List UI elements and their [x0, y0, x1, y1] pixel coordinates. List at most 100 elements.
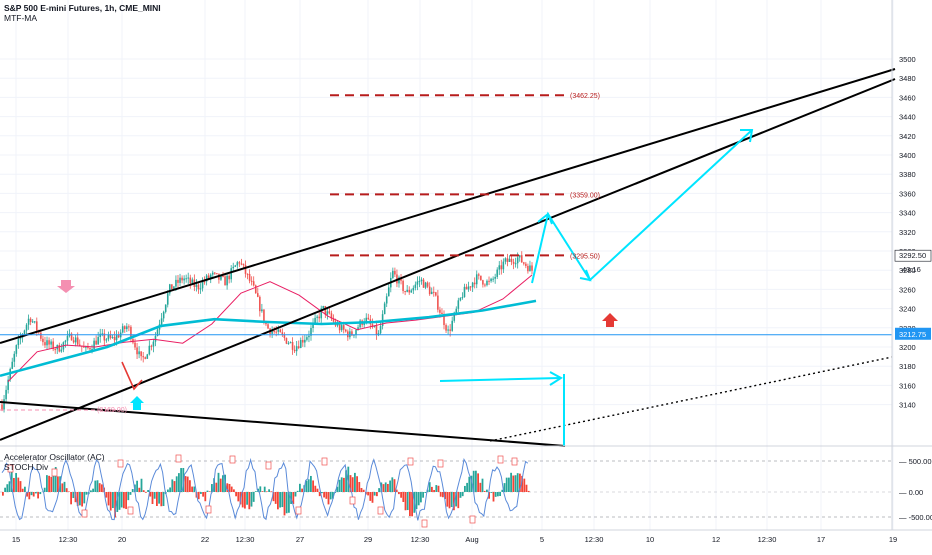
ac-bar: [284, 492, 286, 515]
target-level-label-3: (3295.50): [570, 253, 600, 260]
ac-bar: [2, 492, 4, 496]
ac-bar: [48, 476, 50, 492]
ac-bar: [97, 480, 99, 492]
price-tick-9: 3320: [899, 228, 916, 237]
ac-bar: [35, 492, 37, 493]
ac-bar: [86, 492, 88, 495]
candle-body: [531, 265, 533, 270]
ac-bar: [330, 492, 332, 499]
candle-body: [67, 336, 69, 341]
ac-bar: [33, 492, 35, 497]
ac-bar: [490, 492, 492, 493]
ac-bar: [204, 492, 206, 501]
ac-bar: [523, 479, 525, 492]
target-level-label-1: (3462.25): [570, 93, 600, 100]
time-tick-9: 5: [540, 535, 544, 544]
candle-body: [36, 321, 38, 330]
ac-bar: [466, 483, 468, 492]
candle-body: [437, 296, 439, 310]
candle-body: [93, 341, 95, 349]
candle-body: [134, 343, 136, 348]
target-level-label-2: (3359.00): [570, 192, 600, 199]
candle-body: [513, 262, 515, 264]
candle-body: [286, 338, 288, 344]
candle-body: [40, 333, 42, 339]
ac-bar: [297, 491, 299, 492]
ac-bar: [264, 487, 266, 492]
candle-body: [433, 292, 435, 293]
time-tick-1: 12:30: [59, 535, 78, 544]
ac-bar: [4, 488, 6, 492]
candle-body: [239, 262, 241, 263]
ac-bar: [361, 488, 363, 492]
candle-body: [349, 331, 351, 337]
ac-bar: [462, 492, 464, 496]
candle-body: [413, 288, 415, 290]
candle-body: [384, 304, 386, 315]
ac-bar: [275, 492, 277, 504]
candle-body: [95, 341, 97, 345]
candle-body: [138, 351, 140, 354]
price-tick-7: 3360: [899, 189, 916, 198]
div-tag: [322, 458, 327, 465]
sub-pane-legend: Accelerator Oscillator (AC) STOCH Div: [4, 452, 105, 472]
indicator-mtf-ma[interactable]: MTF-MA: [4, 13, 161, 23]
ac-bar: [374, 492, 376, 496]
ac-bar: [90, 490, 92, 492]
candle-body: [408, 290, 410, 293]
ac-bar: [369, 492, 371, 501]
ac-bar: [121, 492, 123, 507]
candle-body: [181, 278, 183, 281]
candle-body: [282, 332, 284, 334]
div-tag: [176, 455, 181, 462]
base-trendline: [0, 402, 565, 446]
candle-body: [112, 337, 114, 338]
price-tick-16: 3180: [899, 362, 916, 371]
price-tick-12: 3260: [899, 285, 916, 294]
candle-body: [406, 290, 408, 292]
candle-body: [18, 339, 20, 345]
ac-bar: [235, 492, 237, 496]
ac-bar: [220, 479, 222, 492]
candle-body: [54, 349, 56, 350]
ac-bar: [376, 492, 378, 496]
ac-bar: [440, 492, 442, 497]
ac-bar: [497, 492, 499, 496]
candle-body: [48, 340, 50, 344]
candle-body: [529, 265, 531, 271]
candle-body: [234, 265, 236, 266]
indicator-stoch-div[interactable]: STOCH Div: [4, 462, 105, 472]
ac-bar: [407, 492, 409, 510]
ac-bar: [37, 492, 39, 498]
ac-bar: [266, 491, 268, 492]
ac-bar: [119, 492, 121, 510]
candle-body: [42, 339, 44, 342]
ac-bar: [499, 492, 501, 496]
candle-body: [13, 354, 15, 362]
candle-body: [151, 346, 153, 347]
candle-body: [466, 287, 468, 290]
candle-body: [230, 268, 232, 279]
ac-bar: [17, 478, 19, 492]
ac-bar: [301, 489, 303, 492]
candle-body: [419, 281, 421, 282]
div-tag: [296, 507, 301, 514]
candle-body: [300, 340, 302, 348]
ac-bar: [310, 476, 312, 492]
ac-bar: [68, 491, 70, 492]
candle-body: [46, 340, 48, 345]
candle-body: [263, 309, 265, 321]
indicator-ac[interactable]: Accelerator Oscillator (AC): [4, 452, 105, 462]
ac-bar: [50, 477, 52, 492]
candle-body: [165, 305, 167, 312]
candle-body: [232, 267, 234, 268]
candle-body: [517, 257, 519, 263]
symbol-title[interactable]: S&P 500 E-mini Futures, 1h, CME_MINI: [4, 3, 161, 13]
ac-bar: [477, 473, 479, 492]
price-tick-15: 3200: [899, 343, 916, 352]
candle-body: [77, 337, 79, 344]
candle-body: [410, 290, 412, 292]
ac-bar: [363, 490, 365, 492]
candle-body: [294, 350, 296, 351]
